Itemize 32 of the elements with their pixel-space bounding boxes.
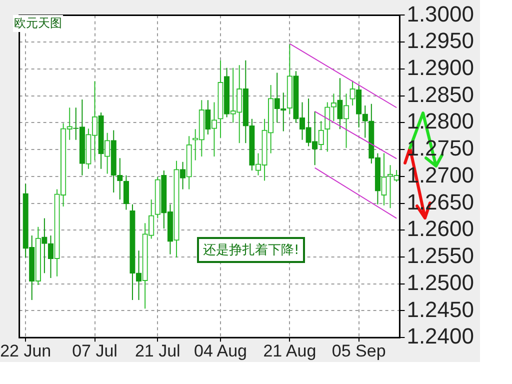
- candlestick: [350, 80, 356, 106]
- annotation: 还是挣扎着下降!: [197, 237, 306, 263]
- candlestick: [337, 78, 343, 130]
- candlestick: [180, 161, 186, 190]
- candlestick: [343, 93, 350, 148]
- candlestick: [381, 152, 387, 206]
- candlestick: [362, 104, 368, 138]
- candlestick: [330, 93, 337, 122]
- candlestick: [123, 174, 130, 210]
- candlestick: [104, 132, 110, 174]
- x-tick-label: 05 Sep: [332, 341, 386, 360]
- y-tick-label: 1.2950: [406, 28, 474, 54]
- candlestick: [211, 102, 218, 158]
- chart-title: 欧元天图: [13, 15, 63, 32]
- y-tick-label: 1.2400: [406, 324, 474, 349]
- y-tick-label: 1.2450: [406, 296, 474, 322]
- y-tick-label: 1.2600: [406, 216, 474, 242]
- y-tick-label: 1.2900: [406, 54, 474, 80]
- candlestick: [205, 100, 211, 135]
- x-tick-label: 21 Jul: [134, 341, 180, 360]
- candlestick: [318, 120, 324, 151]
- y-tick-label: 1.3000: [406, 1, 474, 26]
- x-tick-label: 04 Aug: [194, 341, 247, 360]
- y-tick-label: 1.2850: [406, 82, 474, 107]
- candlestick: [48, 235, 54, 278]
- candlestick: [42, 218, 48, 274]
- x-tick-label: 07 Jul: [72, 341, 118, 360]
- candlestick: [356, 84, 362, 128]
- x-tick-label: 22 Jun: [0, 341, 52, 360]
- y-tick-label: 1.2500: [406, 270, 474, 295]
- x-tick-label: 21 Aug: [263, 341, 316, 360]
- y-tick-label: 1.2550: [406, 243, 474, 268]
